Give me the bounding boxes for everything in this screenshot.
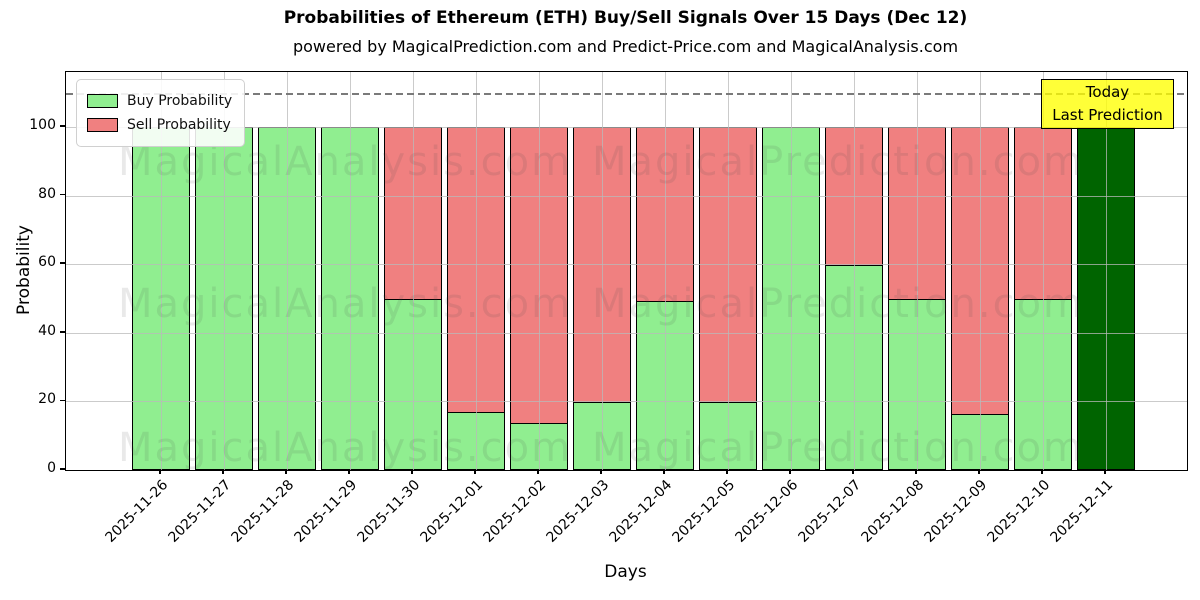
legend-label-sell: Sell Probability: [127, 117, 231, 133]
y-tick-mark: [60, 331, 65, 333]
horizontal-gridline: [66, 126, 1187, 128]
x-tick-mark: [474, 469, 476, 474]
vertical-gridline: [538, 72, 540, 470]
y-tick-label: 0: [47, 460, 56, 476]
x-tick-mark: [789, 469, 791, 474]
y-tick-mark: [60, 125, 65, 127]
vertical-gridline: [1105, 72, 1107, 470]
vertical-gridline: [664, 72, 666, 470]
vertical-gridline: [412, 72, 414, 470]
vertical-gridline: [349, 72, 351, 470]
annotation-line-2: Last Prediction: [1052, 106, 1163, 124]
sell-color-swatch: [87, 118, 118, 132]
x-tick-mark: [285, 469, 287, 474]
vertical-gridline: [727, 72, 729, 470]
x-tick-mark: [978, 469, 980, 474]
x-tick-mark: [222, 469, 224, 474]
watermark-text: MagicalPrediction.com: [592, 281, 1084, 327]
chart-title: Probabilities of Ethereum (ETH) Buy/Sell…: [283, 8, 968, 28]
annotation-line-1: Today: [1085, 82, 1130, 101]
legend-item-buy: Buy Probability: [87, 89, 232, 113]
watermark-text: MagicalPrediction.com: [592, 139, 1084, 185]
today-annotation: Today Last Prediction: [1041, 79, 1174, 129]
vertical-gridline: [160, 72, 162, 470]
vertical-gridline: [853, 72, 855, 470]
y-tick-label: 20: [38, 391, 56, 408]
x-tick-mark: [348, 469, 350, 474]
y-tick-mark: [60, 399, 65, 402]
x-tick-mark: [852, 469, 854, 474]
chart-subtitle: powered by MagicalPrediction.com and Pre…: [292, 37, 959, 56]
vertical-gridline: [916, 72, 918, 470]
vertical-gridline: [601, 72, 603, 470]
vertical-gridline: [1042, 72, 1044, 470]
legend-label-buy: Buy Probability: [127, 93, 233, 109]
horizontal-gridline: [66, 264, 1187, 266]
watermark-text: MagicalAnalysis.com: [117, 281, 573, 327]
y-tick-label: 40: [38, 322, 56, 339]
y-tick-mark: [60, 262, 65, 264]
watermark-text: MagicalAnalysis.com: [117, 425, 573, 471]
x-tick-mark: [159, 469, 161, 474]
x-tick-mark: [915, 469, 917, 474]
y-tick-mark: [60, 193, 65, 196]
watermark-text: MagicalPrediction.com: [592, 425, 1084, 471]
vertical-gridline: [790, 72, 792, 470]
threshold-dashed-line: [66, 92, 1187, 95]
x-tick-mark: [1041, 469, 1043, 474]
x-tick-mark: [1104, 469, 1106, 474]
x-tick-mark: [411, 469, 413, 474]
plot-area: Buy Probability Sell Probability Today L…: [65, 71, 1188, 471]
buy-color-swatch: [87, 94, 118, 108]
vertical-gridline: [223, 72, 225, 470]
y-tick-label: 100: [29, 116, 56, 133]
legend: Buy Probability Sell Probability: [76, 79, 246, 147]
horizontal-gridline: [66, 401, 1187, 403]
x-axis-label: Days: [604, 562, 647, 582]
y-tick-label: 80: [38, 185, 56, 202]
x-tick-mark: [663, 469, 665, 474]
x-tick-mark: [537, 469, 539, 474]
y-tick-label: 60: [38, 254, 56, 271]
x-tick-mark: [600, 469, 602, 474]
horizontal-gridline: [66, 332, 1187, 334]
vertical-gridline: [286, 72, 288, 470]
legend-item-sell: Sell Probability: [87, 113, 232, 137]
vertical-gridline: [475, 72, 477, 470]
x-tick-mark: [726, 469, 728, 474]
y-tick-mark: [60, 468, 65, 470]
horizontal-gridline: [66, 195, 1187, 197]
vertical-gridline: [979, 72, 981, 470]
